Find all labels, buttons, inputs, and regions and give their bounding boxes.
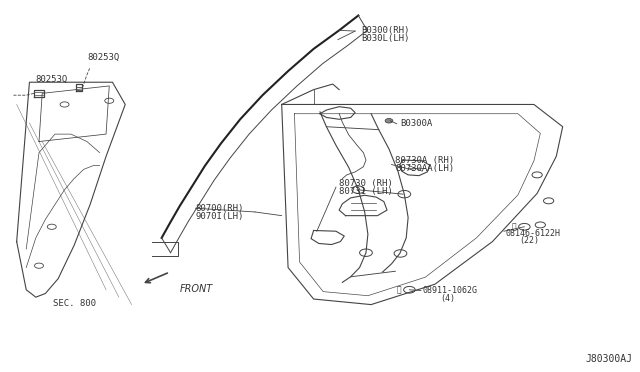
Text: FRONT: FRONT: [179, 284, 212, 294]
Text: 80730A (RH): 80730A (RH): [396, 155, 454, 164]
Text: B0300(RH): B0300(RH): [362, 26, 410, 35]
Circle shape: [385, 119, 393, 123]
Text: (22): (22): [519, 236, 540, 246]
Text: Ⓝ: Ⓝ: [511, 222, 516, 231]
Text: Ⓝ: Ⓝ: [396, 285, 401, 294]
Text: B030L(LH): B030L(LH): [362, 34, 410, 43]
Text: 9070I(LH): 9070I(LH): [195, 212, 244, 221]
Text: 08146-6122H: 08146-6122H: [505, 229, 560, 238]
Text: 80730 (RH): 80730 (RH): [339, 179, 393, 187]
Text: 80730AA(LH): 80730AA(LH): [396, 164, 454, 173]
Text: 08911-1062G: 08911-1062G: [422, 286, 477, 295]
Text: 80253Q: 80253Q: [87, 53, 119, 62]
Text: (4): (4): [440, 294, 455, 303]
Text: SEC. 800: SEC. 800: [52, 299, 95, 308]
Text: J80300AJ: J80300AJ: [586, 354, 633, 364]
Text: B0300A: B0300A: [400, 119, 432, 128]
Text: 80731 (LH): 80731 (LH): [339, 187, 393, 196]
Text: 80253Q: 80253Q: [36, 75, 68, 84]
Text: 80700(RH): 80700(RH): [195, 204, 244, 213]
